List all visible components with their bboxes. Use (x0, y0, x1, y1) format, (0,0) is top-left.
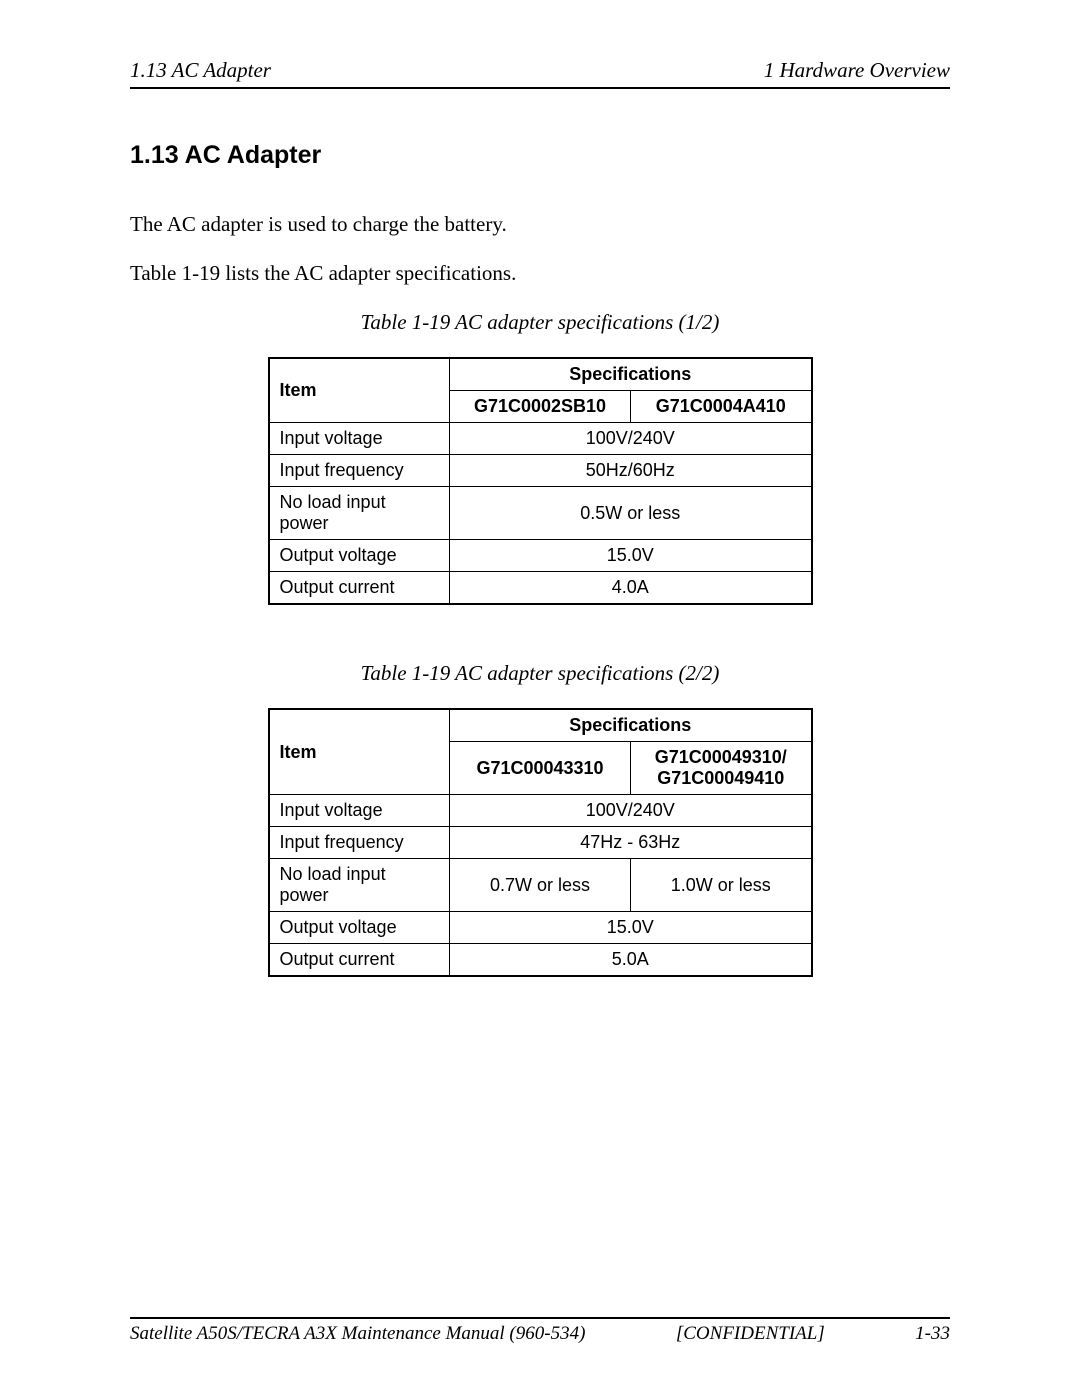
header-left: 1.13 AC Adapter (130, 58, 271, 83)
table1-header-item: Item (269, 358, 450, 423)
table1-header-specs: Specifications (450, 358, 812, 391)
table-cell-value: 15.0V (450, 912, 812, 944)
table1-subhead-a: G71C0002SB10 (450, 391, 631, 423)
table-cell-value: 0.5W or less (450, 487, 812, 540)
table-row: Output current5.0A (269, 944, 812, 977)
header-right: 1 Hardware Overview (764, 58, 950, 83)
body-paragraph-2: Table 1-19 lists the AC adapter specific… (130, 261, 950, 286)
table2-header-specs: Specifications (450, 709, 812, 742)
table-cell-item: No load input power (269, 859, 450, 912)
table1-subhead-b: G71C0004A410 (631, 391, 812, 423)
table-cell-value-b: 1.0W or less (631, 859, 812, 912)
table-cell-value: 100V/240V (450, 423, 812, 455)
footer-center: [CONFIDENTIAL] (676, 1323, 825, 1345)
body-paragraph-1: The AC adapter is used to charge the bat… (130, 212, 950, 237)
table2-body: Input voltage100V/240VInput frequency47H… (269, 795, 812, 977)
table-row: Output voltage15.0V (269, 912, 812, 944)
table-cell-value: 50Hz/60Hz (450, 455, 812, 487)
table-row: Output current4.0A (269, 572, 812, 605)
table-cell-item: Output current (269, 572, 450, 605)
page-footer: Satellite A50S/TECRA A3X Maintenance Man… (130, 1317, 950, 1345)
table-row: Input voltage100V/240V (269, 795, 812, 827)
table-row: Output voltage15.0V (269, 540, 812, 572)
table-cell-item: Input frequency (269, 827, 450, 859)
table-cell-item: No load input power (269, 487, 450, 540)
table1-body: Input voltage100V/240VInput frequency50H… (269, 423, 812, 605)
table-cell-item: Input voltage (269, 795, 450, 827)
table-cell-item: Output voltage (269, 912, 450, 944)
table-row: No load input power0.7W or less1.0W or l… (269, 859, 812, 912)
table-row: Input voltage100V/240V (269, 423, 812, 455)
section-heading: 1.13 AC Adapter (130, 141, 950, 170)
table2-subhead-a: G71C00043310 (450, 742, 631, 795)
table-cell-item: Output current (269, 944, 450, 977)
table-cell-item: Input voltage (269, 423, 450, 455)
table-cell-value: 4.0A (450, 572, 812, 605)
table-cell-value: 100V/240V (450, 795, 812, 827)
footer-left: Satellite A50S/TECRA A3X Maintenance Man… (130, 1323, 585, 1345)
table-cell-value: 47Hz - 63Hz (450, 827, 812, 859)
spec-table-2: Item Specifications G71C00043310 G71C000… (268, 708, 813, 977)
page-header: 1.13 AC Adapter 1 Hardware Overview (130, 58, 950, 89)
table2-caption: Table 1-19 AC adapter specifications (2/… (130, 661, 950, 686)
table-cell-value: 5.0A (450, 944, 812, 977)
footer-right: 1-33 (915, 1323, 950, 1345)
table-cell-item: Input frequency (269, 455, 450, 487)
spec-table-1: Item Specifications G71C0002SB10 G71C000… (268, 357, 813, 605)
table1-caption: Table 1-19 AC adapter specifications (1/… (130, 310, 950, 335)
table-cell-value: 15.0V (450, 540, 812, 572)
table-row: Input frequency50Hz/60Hz (269, 455, 812, 487)
table2-subhead-b: G71C00049310/ G71C00049410 (631, 742, 812, 795)
table-cell-item: Output voltage (269, 540, 450, 572)
table-cell-value-a: 0.7W or less (450, 859, 631, 912)
table-row: Input frequency47Hz - 63Hz (269, 827, 812, 859)
table-row: No load input power0.5W or less (269, 487, 812, 540)
table2-header-item: Item (269, 709, 450, 795)
